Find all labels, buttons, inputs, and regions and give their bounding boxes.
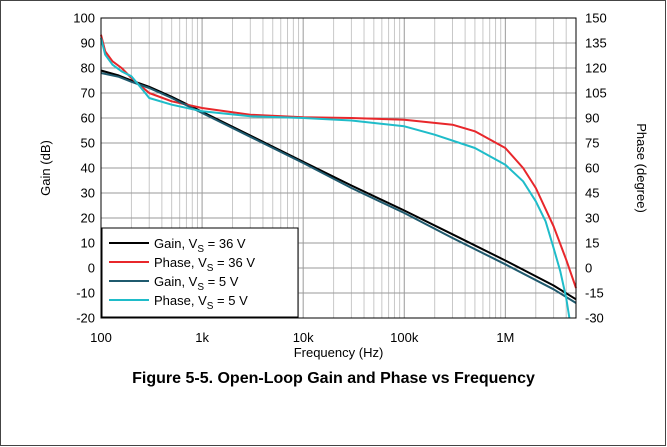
tick-labels: 100 1k 10k 100k 1M1009080706050403020100-10-… [73, 11, 606, 346]
series-line-phasev-5v [100, 37, 571, 319]
legend-label: Gain, V [154, 274, 198, 289]
y-tick-label: 70 [81, 86, 95, 101]
legend-label-subscript: S [207, 301, 214, 312]
y2-tick-label: 60 [585, 161, 599, 176]
legend-label-tail: = 5 V [213, 293, 248, 308]
y2-tick-label: 105 [585, 86, 607, 101]
y2-tick-label: 75 [585, 136, 599, 151]
plot-border [100, 17, 577, 319]
legend-label-tail: = 36 V [213, 255, 255, 270]
y2-tick-label: 120 [585, 61, 607, 76]
x-tick-label: 100k [390, 330, 419, 345]
y-tick-label: 80 [81, 61, 95, 76]
x-tick-label: 1M [496, 330, 514, 345]
x-tick-label: 10k [293, 330, 314, 345]
y2-tick-label: 45 [585, 186, 599, 201]
y-tick-label: 0 [88, 261, 95, 276]
series-line-phasev-36v [100, 34, 577, 289]
y-tick-label: 60 [81, 111, 95, 126]
y-tick-label: -10 [76, 286, 95, 301]
y-axis-title: Gain (dB) [38, 140, 53, 196]
y-tick-label: 40 [81, 161, 95, 176]
y-tick-label: 50 [81, 136, 95, 151]
x-tick-label: 100 [90, 330, 112, 345]
figure-caption: Figure 5-5. Open-Loop Gain and Phase vs … [132, 370, 535, 387]
y2-tick-label: 135 [585, 36, 607, 51]
legend-label-subscript: S [207, 263, 214, 274]
y2-tick-label: -30 [585, 311, 604, 326]
x-axis-title: Frequency (Hz) [294, 345, 384, 360]
y-tick-label: 10 [81, 236, 95, 251]
legend-label-tail: = 36 V [204, 236, 246, 251]
legend-label: Phase, V [154, 255, 207, 270]
y2-tick-label: 30 [585, 211, 599, 226]
legend-label-subscript: S [197, 244, 204, 255]
series-line-gainv-5v [100, 72, 577, 304]
y2-tick-label: 0 [585, 261, 592, 276]
series-lines [100, 34, 577, 319]
y2-tick-label: 90 [585, 111, 599, 126]
y-tick-label: 100 [73, 11, 95, 26]
y-tick-label: 20 [81, 211, 95, 226]
legend-label-tail: = 5 V [204, 274, 239, 289]
y2-axis-title: Phase (degree) [634, 123, 649, 213]
legend-label: Gain, V [154, 236, 198, 251]
y2-tick-label: 15 [585, 236, 599, 251]
x-tick-label: 1k [195, 330, 209, 345]
legend-label-subscript: S [197, 282, 204, 293]
legend-entry: Phase, VS = 36 V [154, 255, 255, 274]
open-loop-gain-phase-chart: 100 1k 10k 100k 1M1009080706050403020100-10-… [38, 11, 649, 361]
legend-entry: Gain, VS = 5 V [154, 274, 239, 293]
y-tick-label: 90 [81, 36, 95, 51]
y2-tick-label: -15 [585, 286, 604, 301]
legend-label: Phase, V [154, 293, 207, 308]
y-tick-label: 30 [81, 186, 95, 201]
y2-tick-label: 150 [585, 11, 607, 26]
legend-entry: Phase, VS = 5 V [154, 293, 248, 312]
y-tick-label: -20 [76, 311, 95, 326]
legend-entry: Gain, VS = 36 V [154, 236, 246, 255]
